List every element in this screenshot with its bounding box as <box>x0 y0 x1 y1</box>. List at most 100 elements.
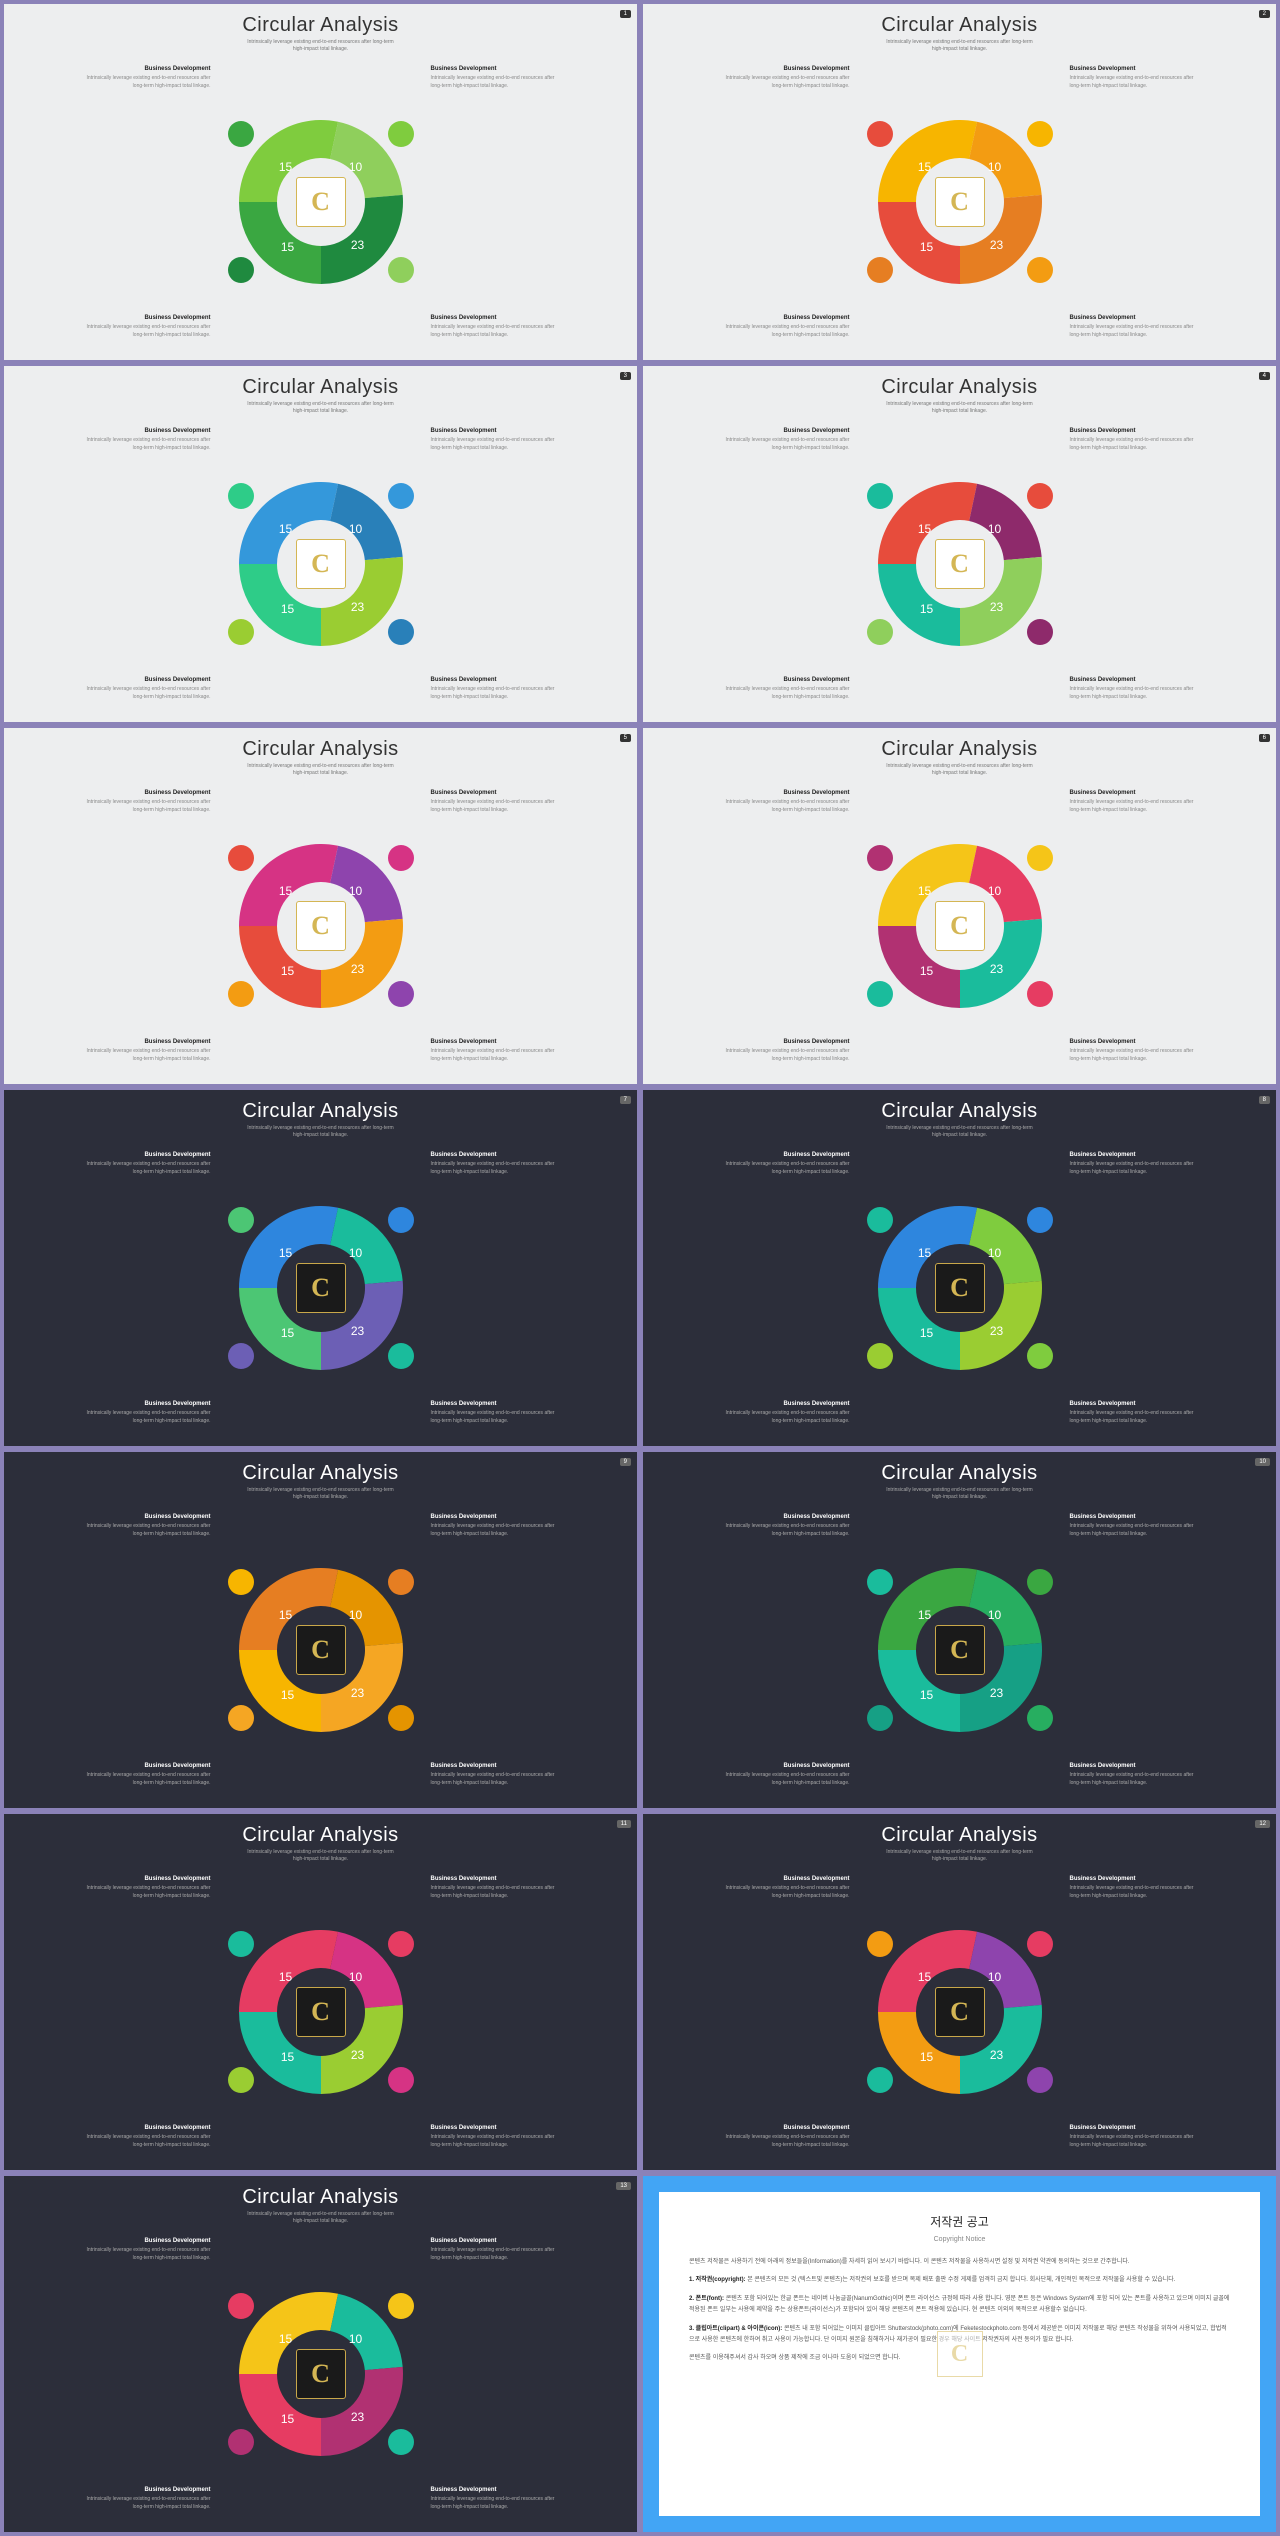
slide-subtitle: Intrinsically leverage existing end-to-e… <box>643 1849 1276 1863</box>
corner-dot <box>867 1343 893 1369</box>
segment-value: 10 <box>988 1246 1001 1260</box>
segment-value: 15 <box>281 1688 294 1702</box>
center-glyph: C <box>950 549 969 579</box>
callout-body: Intrinsically leverage existing end-to-e… <box>720 1161 850 1176</box>
callout-br: Business DevelopmentIntrinsically levera… <box>1070 2124 1200 2149</box>
slide-subtitle: Intrinsically leverage existing end-to-e… <box>643 39 1276 53</box>
corner-dot <box>228 619 254 645</box>
segment-value: 23 <box>351 2048 364 2062</box>
center-logo: C <box>296 2349 346 2399</box>
slide-title: Circular Analysis <box>4 1824 637 1847</box>
slide-subtitle: Intrinsically leverage existing end-to-e… <box>4 1849 637 1863</box>
segment-value: 10 <box>349 1970 362 1984</box>
callout-heading: Business Development <box>1070 676 1200 685</box>
slide-content: Business DevelopmentIntrinsically levera… <box>643 53 1276 351</box>
callout-body: Intrinsically leverage existing end-to-e… <box>431 437 561 452</box>
corner-dot <box>228 845 254 871</box>
callout-tl: Business DevelopmentIntrinsically levera… <box>81 1875 211 1900</box>
slide-title: Circular Analysis <box>4 376 637 399</box>
callout-heading: Business Development <box>1070 2124 1200 2133</box>
notice-title: 저작권 공고 <box>689 2212 1230 2234</box>
corner-dot <box>388 845 414 871</box>
page-number: 12 <box>1255 1820 1270 1828</box>
callout-heading: Business Development <box>1070 1151 1200 1160</box>
page-number: 2 <box>1259 10 1270 18</box>
page-number: 10 <box>1255 1458 1270 1466</box>
slide-title: Circular Analysis <box>4 14 637 37</box>
slide-title: Circular Analysis <box>643 376 1276 399</box>
segment-value: 10 <box>988 522 1001 536</box>
slide-title: Circular Analysis <box>643 1824 1276 1847</box>
title-block: Circular AnalysisIntrinsically leverage … <box>643 366 1276 415</box>
page-number: 3 <box>620 372 631 380</box>
callout-tr: Business DevelopmentIntrinsically levera… <box>431 1513 561 1538</box>
corner-dot <box>228 1343 254 1369</box>
callout-tr: Business DevelopmentIntrinsically levera… <box>431 427 561 452</box>
callout-body: Intrinsically leverage existing end-to-e… <box>431 1161 561 1176</box>
callout-body: Intrinsically leverage existing end-to-e… <box>1070 75 1200 90</box>
callout-br: Business DevelopmentIntrinsically levera… <box>431 1400 561 1425</box>
center-logo: C <box>935 177 985 227</box>
corner-dot <box>1027 1207 1053 1233</box>
donut-chart: 15102315C <box>236 1565 406 1735</box>
callout-tl: Business DevelopmentIntrinsically levera… <box>81 2237 211 2262</box>
callout-body: Intrinsically leverage existing end-to-e… <box>1070 1048 1200 1063</box>
segment-value: 23 <box>351 600 364 614</box>
corner-dot <box>867 121 893 147</box>
donut-chart: 15102315C <box>236 479 406 649</box>
segment-value: 15 <box>279 522 292 536</box>
callout-body: Intrinsically leverage existing end-to-e… <box>720 1410 850 1425</box>
segment-value: 23 <box>990 600 1003 614</box>
callout-tl: Business DevelopmentIntrinsically levera… <box>81 789 211 814</box>
corner-dot <box>1027 257 1053 283</box>
callout-body: Intrinsically leverage existing end-to-e… <box>431 2247 561 2262</box>
corner-dot <box>228 257 254 283</box>
segment-value: 23 <box>351 2410 364 2424</box>
notice-panel: 저작권 공고 Copyright Notice 콘텐츠 저작물은 사용하기 전에… <box>659 2192 1260 2516</box>
segment-value: 10 <box>988 884 1001 898</box>
title-block: Circular AnalysisIntrinsically leverage … <box>4 1090 637 1139</box>
page-number: 5 <box>620 734 631 742</box>
corner-dot <box>388 2067 414 2093</box>
slide-subtitle: Intrinsically leverage existing end-to-e… <box>4 1125 637 1139</box>
callout-heading: Business Development <box>720 2124 850 2133</box>
callout-bl: Business DevelopmentIntrinsically levera… <box>81 314 211 339</box>
callout-tr: Business DevelopmentIntrinsically levera… <box>1070 427 1200 452</box>
callout-body: Intrinsically leverage existing end-to-e… <box>81 1523 211 1538</box>
callout-body: Intrinsically leverage existing end-to-e… <box>81 437 211 452</box>
callout-body: Intrinsically leverage existing end-to-e… <box>720 1772 850 1787</box>
corner-dot <box>388 121 414 147</box>
slide-content: Business DevelopmentIntrinsically levera… <box>643 777 1276 1075</box>
callout-br: Business DevelopmentIntrinsically levera… <box>431 314 561 339</box>
center-glyph: C <box>950 911 969 941</box>
callout-heading: Business Development <box>720 1762 850 1771</box>
center-glyph: C <box>311 549 330 579</box>
page-number: 6 <box>1259 734 1270 742</box>
corner-dot <box>1027 981 1053 1007</box>
callout-body: Intrinsically leverage existing end-to-e… <box>431 1410 561 1425</box>
callout-tl: Business DevelopmentIntrinsically levera… <box>720 427 850 452</box>
corner-dot <box>228 483 254 509</box>
callout-body: Intrinsically leverage existing end-to-e… <box>1070 437 1200 452</box>
segment-value: 15 <box>279 1970 292 1984</box>
callout-body: Intrinsically leverage existing end-to-e… <box>1070 1772 1200 1787</box>
callout-body: Intrinsically leverage existing end-to-e… <box>1070 2134 1200 2149</box>
callout-heading: Business Development <box>1070 427 1200 436</box>
callout-br: Business DevelopmentIntrinsically levera… <box>431 2124 561 2149</box>
slide-title: Circular Analysis <box>4 2186 637 2209</box>
corner-dot <box>1027 1705 1053 1731</box>
corner-dot <box>228 1569 254 1595</box>
callout-tl: Business DevelopmentIntrinsically levera… <box>81 427 211 452</box>
donut-chart: 15102315C <box>236 1927 406 2097</box>
donut-chart: 15102315C <box>875 1565 1045 1735</box>
callout-body: Intrinsically leverage existing end-to-e… <box>431 324 561 339</box>
corner-dot <box>228 121 254 147</box>
callout-heading: Business Development <box>431 1151 561 1160</box>
callout-body: Intrinsically leverage existing end-to-e… <box>81 686 211 701</box>
corner-dot <box>228 2293 254 2319</box>
corner-dot <box>867 2067 893 2093</box>
slide-subtitle: Intrinsically leverage existing end-to-e… <box>643 1487 1276 1501</box>
callout-body: Intrinsically leverage existing end-to-e… <box>81 1410 211 1425</box>
segment-value: 10 <box>349 522 362 536</box>
callout-bl: Business DevelopmentIntrinsically levera… <box>720 2124 850 2149</box>
